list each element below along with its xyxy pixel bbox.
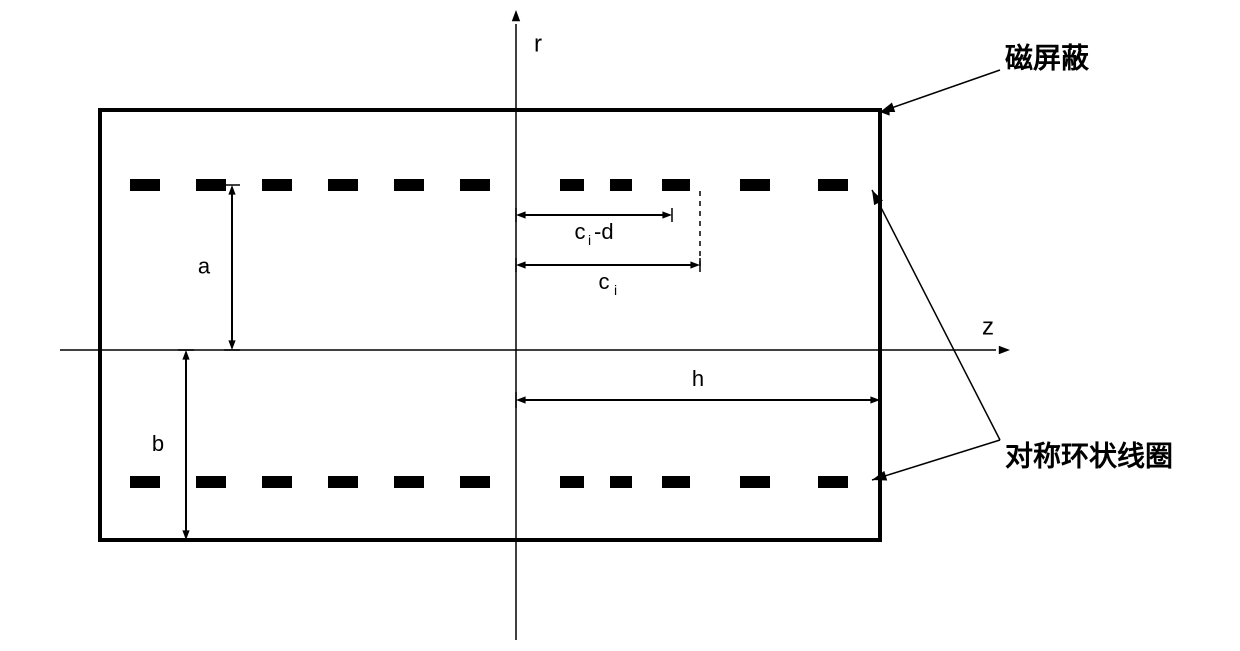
svg-text:r: r xyxy=(534,30,542,57)
svg-text:-d: -d xyxy=(594,219,614,244)
svg-text:a: a xyxy=(198,253,211,278)
svg-text:c: c xyxy=(575,219,586,244)
svg-text:对称环状线圈: 对称环状线圈 xyxy=(1005,440,1173,471)
magnetic-shield-rect xyxy=(100,110,880,540)
svg-text:c: c xyxy=(599,269,610,294)
svg-text:b: b xyxy=(152,431,164,456)
svg-text:i: i xyxy=(588,232,591,248)
svg-text:磁屏蔽: 磁屏蔽 xyxy=(1005,42,1090,73)
svg-text:h: h xyxy=(692,366,704,391)
svg-text:z: z xyxy=(982,313,994,340)
svg-text:i: i xyxy=(614,282,617,298)
